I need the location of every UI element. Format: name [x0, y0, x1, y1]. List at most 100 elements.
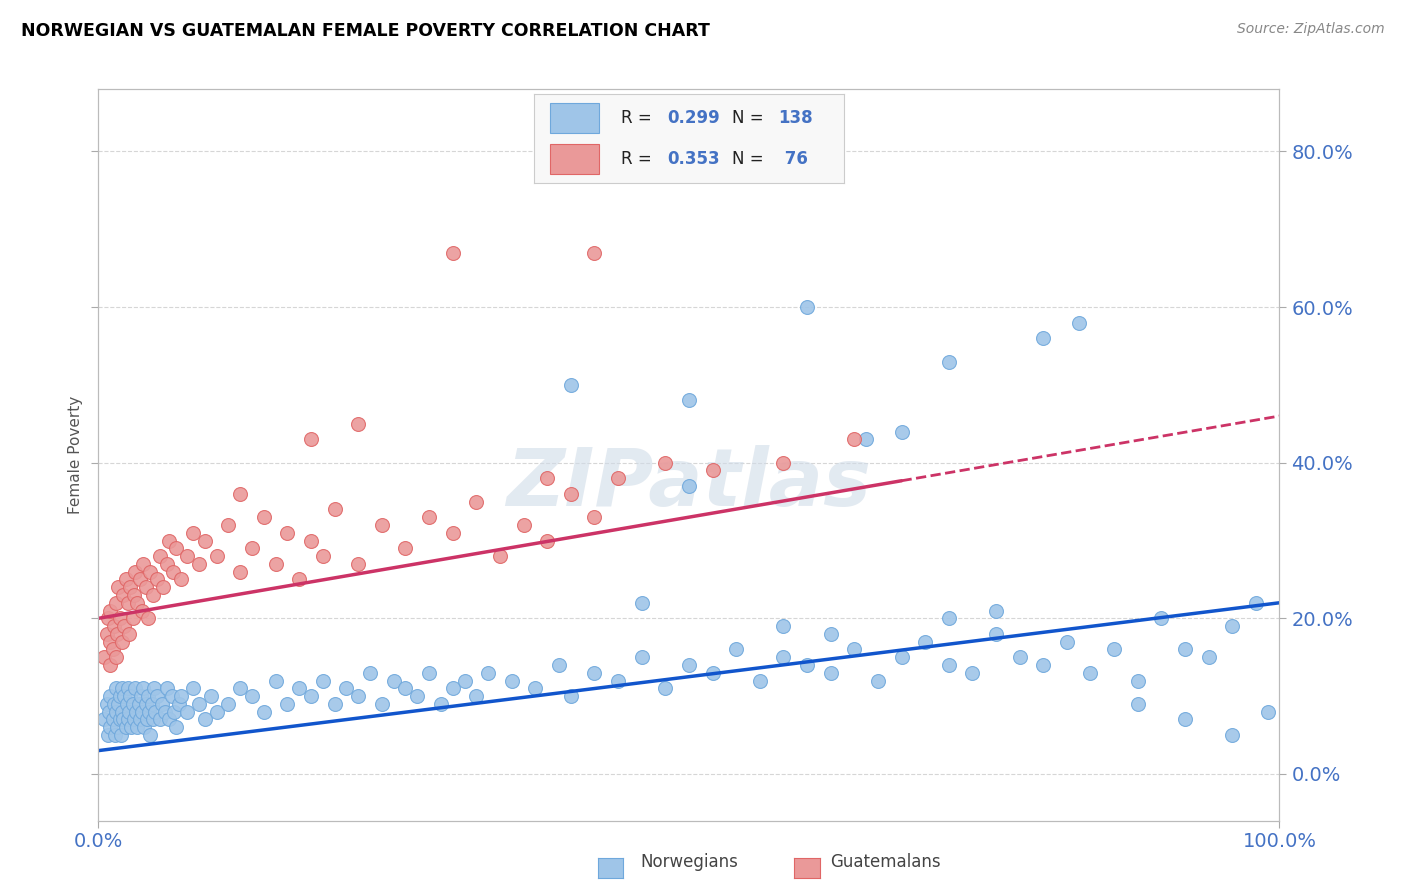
Point: [323, 697, 346, 711]
Text: Guatemalans: Guatemalans: [831, 853, 941, 871]
Point: [678, 393, 700, 408]
Point: [107, 697, 129, 711]
Point: [748, 673, 770, 688]
Point: [163, 705, 186, 719]
Point: [143, 705, 166, 719]
Point: [170, 689, 193, 703]
Point: [121, 720, 143, 734]
Point: [371, 518, 394, 533]
Point: [772, 456, 794, 470]
Point: [288, 573, 311, 587]
Point: [205, 549, 228, 563]
Point: [938, 354, 960, 368]
Point: [264, 557, 287, 571]
Point: [136, 689, 159, 703]
Point: [359, 665, 381, 680]
Point: [96, 627, 118, 641]
Point: [114, 573, 136, 587]
Point: [124, 681, 146, 696]
Point: [142, 713, 165, 727]
Point: [312, 673, 335, 688]
Point: [382, 673, 405, 688]
Point: [105, 681, 128, 696]
Point: [187, 557, 209, 571]
Point: [132, 557, 155, 571]
Point: [299, 689, 322, 703]
Point: [103, 697, 125, 711]
Point: [654, 681, 676, 696]
Point: [299, 433, 322, 447]
Point: [914, 634, 936, 648]
Point: [120, 689, 142, 703]
Point: [264, 673, 287, 688]
Point: [122, 713, 145, 727]
Point: [418, 510, 440, 524]
Point: [160, 689, 183, 703]
Point: [465, 494, 488, 508]
Point: [114, 720, 136, 734]
Point: [117, 713, 139, 727]
Point: [135, 713, 157, 727]
Point: [1174, 642, 1197, 657]
Point: [489, 549, 512, 563]
Point: [229, 487, 252, 501]
Point: [560, 377, 582, 392]
Point: [156, 681, 179, 696]
Point: [115, 697, 138, 711]
Text: N =: N =: [733, 150, 769, 168]
Point: [1174, 713, 1197, 727]
Point: [105, 596, 128, 610]
Point: [96, 697, 118, 711]
Point: [152, 580, 174, 594]
Point: [938, 658, 960, 673]
Point: [128, 713, 150, 727]
Point: [105, 720, 128, 734]
Point: [796, 658, 818, 673]
Point: [430, 697, 453, 711]
Point: [131, 705, 153, 719]
Point: [217, 518, 239, 533]
Point: [105, 705, 128, 719]
Point: [135, 697, 157, 711]
Point: [1126, 673, 1149, 688]
Point: [146, 573, 169, 587]
Point: [112, 619, 135, 633]
Point: [371, 697, 394, 711]
Point: [122, 588, 145, 602]
Y-axis label: Female Poverty: Female Poverty: [67, 396, 83, 514]
Point: [98, 705, 121, 719]
Point: [654, 456, 676, 470]
Text: 0.299: 0.299: [668, 109, 720, 127]
Point: [725, 642, 748, 657]
Text: 138: 138: [779, 109, 813, 127]
Point: [276, 697, 298, 711]
Point: [105, 650, 128, 665]
Point: [142, 588, 165, 602]
Point: [117, 596, 139, 610]
Point: [855, 433, 877, 447]
Point: [112, 588, 135, 602]
Text: NORWEGIAN VS GUATEMALAN FEMALE POVERTY CORRELATION CHART: NORWEGIAN VS GUATEMALAN FEMALE POVERTY C…: [21, 22, 710, 40]
Point: [253, 705, 276, 719]
Point: [240, 689, 263, 703]
Point: [157, 533, 180, 548]
Point: [111, 705, 134, 719]
Point: [146, 689, 169, 703]
Point: [217, 697, 239, 711]
Point: [312, 549, 335, 563]
Point: [335, 681, 357, 696]
Point: [104, 728, 127, 742]
Point: [1056, 634, 1078, 648]
Point: [118, 627, 141, 641]
Point: [121, 697, 143, 711]
Point: [1102, 642, 1125, 657]
Point: [678, 658, 700, 673]
Point: [844, 642, 866, 657]
Point: [962, 665, 984, 680]
Point: [844, 433, 866, 447]
Point: [240, 541, 263, 556]
Point: [112, 713, 135, 727]
Point: [187, 697, 209, 711]
Point: [394, 681, 416, 696]
Point: [583, 665, 606, 680]
